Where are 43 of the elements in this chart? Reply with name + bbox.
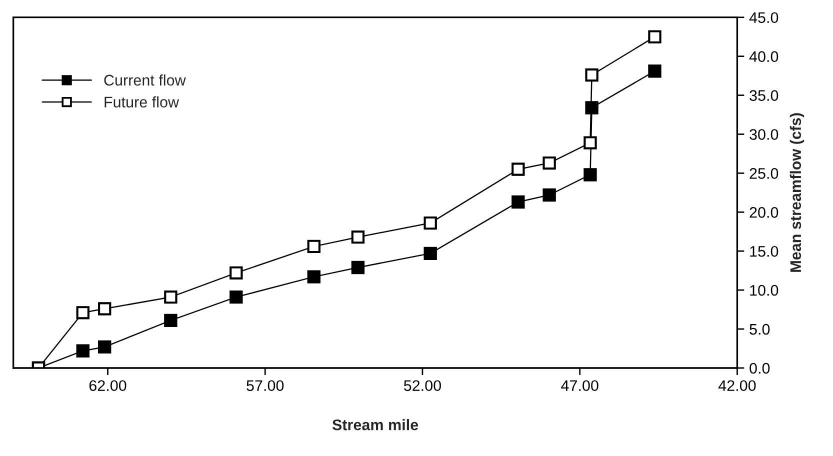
y-tick-label: 5.0: [750, 324, 770, 335]
point: [584, 168, 597, 182]
point: [585, 101, 598, 114]
y-tick-label: 10.0: [750, 284, 778, 296]
point: [76, 344, 90, 358]
point: [230, 266, 243, 280]
point: [584, 136, 597, 150]
point: [542, 156, 556, 170]
point: [351, 230, 365, 244]
x-axis-title: Stream mile: [332, 419, 418, 430]
point: [424, 216, 437, 230]
y-tick-label: 30.0: [750, 129, 778, 140]
point: [98, 340, 112, 354]
point: [230, 290, 243, 304]
point: [307, 240, 320, 254]
point: [351, 260, 365, 274]
point: [542, 188, 556, 202]
y-tick-label: 25.0: [750, 168, 778, 179]
x-tick-label: 57.00: [246, 380, 284, 392]
point: [164, 314, 178, 328]
point: [164, 290, 178, 304]
y-tick-label: 40.0: [749, 51, 778, 62]
legend-label: Future flow: [104, 96, 180, 108]
y-tick-label: 20.0: [750, 207, 778, 218]
x-tick-label: 47.00: [561, 380, 598, 392]
x-tick-label: 42.00: [718, 380, 756, 392]
y-tick-label: 15.0: [750, 246, 778, 257]
x-tick-label: 62.00: [89, 380, 126, 392]
point: [648, 64, 662, 78]
point: [512, 195, 525, 209]
y-axis-title: Mean streamflow (cfs): [790, 113, 804, 272]
point: [512, 162, 525, 176]
y-tick-label: 35.0: [750, 90, 778, 101]
point: [424, 246, 437, 260]
y-tick-label: 45.0: [749, 12, 778, 24]
point: [585, 68, 598, 82]
x-tick-label: 52.00: [404, 380, 441, 392]
legend-label: Current flow: [104, 74, 186, 86]
point: [648, 30, 662, 44]
point: [307, 270, 320, 284]
point: [76, 306, 90, 320]
y-tick-label: 0.0: [750, 362, 770, 374]
point: [98, 302, 112, 316]
